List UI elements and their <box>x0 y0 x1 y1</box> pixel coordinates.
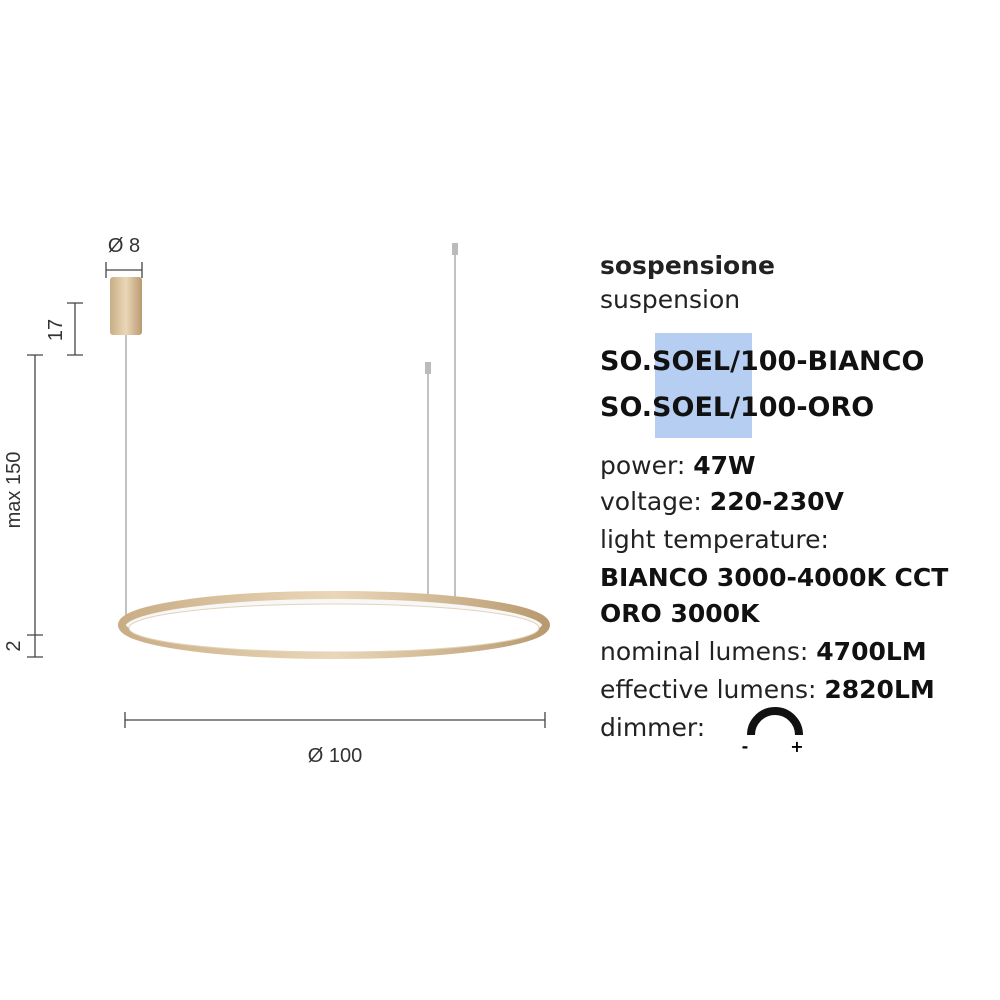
product-subtitle: suspension <box>600 285 740 314</box>
cable-clamp <box>425 362 431 374</box>
spec-line: dimmer: <box>600 713 705 742</box>
spec-value: 220-230V <box>710 487 845 516</box>
spec-label: light temperature: <box>600 525 829 554</box>
dimmer-minus: - <box>742 737 749 756</box>
spec-value: ORO 3000K <box>600 599 761 628</box>
dimmer-plus: + <box>790 737 803 756</box>
spec-line: ORO 3000K <box>600 599 761 628</box>
spec-label: effective lumens: <box>600 675 816 704</box>
spec-line: effective lumens: 2820LM <box>600 675 935 704</box>
dimension-label: Ø 8 <box>108 235 140 257</box>
spec-value: 4700LM <box>816 637 926 666</box>
model-code: SO.SOEL/100-ORO <box>600 392 874 423</box>
cable-clamp <box>452 243 458 255</box>
selection-highlight <box>655 333 752 438</box>
dimension-label: Ø 100 <box>308 745 362 767</box>
dimension-label: 17 <box>45 319 67 341</box>
spec-label: power: <box>600 451 685 480</box>
dimension-label: 2 <box>3 640 25 651</box>
spec-line: nominal lumens: 4700LM <box>600 637 927 666</box>
spec-label: nominal lumens: <box>600 637 808 666</box>
spec-value: BIANCO 3000-4000K CCT <box>600 563 948 592</box>
spec-label: dimmer: <box>600 713 705 742</box>
spec-line: light temperature: <box>600 525 829 554</box>
spec-label: voltage: <box>600 487 702 516</box>
canopy <box>110 277 142 335</box>
spec-value: 47W <box>693 451 755 480</box>
model-code: SO.SOEL/100-BIANCO <box>600 346 924 377</box>
dimmer-icon <box>747 707 803 736</box>
ring-diffuser <box>128 603 540 653</box>
spec-value: 2820LM <box>824 675 934 704</box>
spec-line: voltage: 220-230V <box>600 487 845 516</box>
spec-line: BIANCO 3000-4000K CCT <box>600 563 948 592</box>
product-title: sospensione <box>600 251 775 280</box>
dimension-lines <box>27 262 546 728</box>
spec-line: power: 47W <box>600 451 756 480</box>
dimension-label: max 150 <box>3 452 25 529</box>
